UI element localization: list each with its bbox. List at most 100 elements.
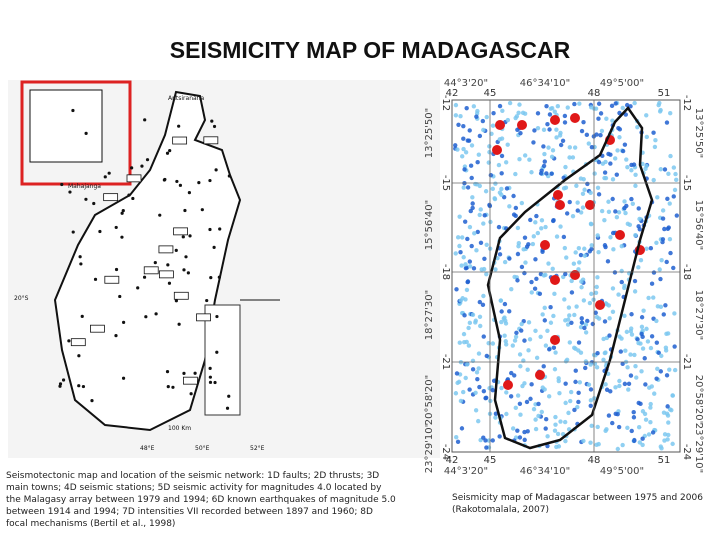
station-dot (208, 227, 212, 232)
epicenter-dot (567, 313, 572, 318)
epicenter-dot (616, 424, 622, 430)
epicenter-dot (513, 213, 518, 219)
epicenter-dot (588, 221, 594, 227)
epicenter-dot (461, 389, 466, 395)
epicenter-dot (461, 185, 466, 190)
epicenter-dot (576, 399, 581, 405)
epicenter-dot (629, 326, 634, 331)
epicenter-dot (659, 353, 664, 359)
epicenter-dot (632, 278, 638, 284)
epicenter-dot (608, 235, 613, 240)
epicenter-dot (567, 340, 572, 345)
epicenter-dot (553, 350, 558, 355)
epicenter-dot (600, 161, 606, 166)
epicenter-dot (481, 334, 486, 339)
epicenter-dot (598, 132, 603, 138)
station-dot (166, 385, 170, 389)
epicenter-dot (646, 432, 652, 437)
epicenter-dot (509, 286, 514, 292)
epicenter-dot (581, 177, 586, 182)
epicenter-dot (476, 418, 481, 424)
epicenter-dot (528, 217, 533, 223)
grid: 42 42 45 45 48 48 51 51 44°3'20" 44°3'20" 46°34'10… (424, 78, 704, 477)
station-dot (174, 299, 178, 303)
epicenter-dot (580, 205, 586, 210)
epicenter-dot (476, 366, 481, 371)
epicenter-dot (565, 322, 571, 327)
epicenter-dot (651, 295, 656, 300)
epicenter-dot (588, 440, 593, 445)
epicenter-dot (522, 153, 528, 158)
epicenter-dot (532, 128, 537, 133)
epicenter-dot (577, 380, 583, 385)
epicenter-dots (453, 100, 680, 452)
epicenter-dot (596, 192, 602, 197)
epicenter-dot (515, 393, 521, 398)
epicenter-dot (571, 261, 577, 266)
epicenter-dot (453, 102, 459, 108)
epicenter-dot (512, 373, 517, 378)
epicenter-dot (541, 273, 547, 278)
epicenter-dot (460, 154, 465, 159)
epicenter-dot (527, 157, 532, 162)
epicenter-dot (622, 285, 627, 291)
lat-tick-label: -24 (681, 444, 692, 460)
epicenter-dot (563, 381, 568, 386)
epicenter-dot (549, 154, 555, 159)
lon-label: 48°E (140, 445, 155, 452)
slide-title: SEISMICITY MAP OF MADAGASCAR (170, 37, 571, 63)
epicenter-dot (518, 364, 523, 369)
station-dot (67, 339, 71, 343)
epicenter-dot (649, 281, 655, 286)
epicenter-dot (663, 348, 669, 353)
epicenter-dot (575, 404, 580, 410)
epicenter-dot (634, 375, 639, 380)
epicenter-dot (539, 218, 545, 223)
epicenter-dot (588, 362, 593, 367)
epicenter-dot (620, 442, 625, 448)
epicenter-dot (511, 193, 516, 199)
lat-tick-label: -12 (681, 95, 692, 111)
epicenter-dot (596, 441, 601, 447)
epicenter-dot (619, 244, 624, 249)
epicenter-dot (453, 143, 458, 148)
epicenter-dot (538, 171, 544, 176)
epicenter-dot (497, 434, 502, 439)
epicenter-dot (654, 376, 659, 381)
epicenter-dot (477, 299, 483, 305)
epicenter-dot (547, 127, 552, 132)
epicenter-dot (572, 312, 577, 318)
station-dot (178, 183, 182, 187)
large-event (570, 113, 580, 123)
epicenter-dot (581, 298, 587, 303)
epicenter-dot (529, 382, 534, 387)
epicenter-dot (518, 130, 523, 136)
epicenter-dot (496, 224, 502, 230)
epicenter-dot (465, 236, 470, 242)
epicenter-dot (551, 313, 556, 319)
station-dot (107, 171, 111, 175)
epicenter-dot (624, 329, 630, 335)
epicenter-dot (584, 132, 590, 138)
epicenter-dot (613, 156, 618, 161)
epicenter-dot (640, 334, 645, 340)
epicenter-dot (553, 414, 558, 420)
station-dot (121, 376, 126, 380)
epicenter-dot (553, 422, 558, 427)
epicenter-dot (548, 320, 554, 325)
epicenter-dot (468, 163, 474, 168)
epicenter-dot (473, 390, 478, 396)
epicenter-dot (477, 384, 482, 390)
town-box (203, 136, 219, 145)
epicenter-dot (543, 224, 548, 230)
town-box (158, 270, 174, 279)
epicenter-dot (484, 114, 489, 120)
epicenter-dot (602, 217, 607, 223)
epicenter-dot (603, 428, 608, 434)
island-outline (486, 106, 654, 450)
epicenter-dot (632, 100, 637, 106)
epicenter-dot (572, 345, 577, 351)
epicenter-dot (582, 246, 587, 251)
epicenter-dot (674, 177, 679, 183)
large-event (615, 230, 625, 240)
